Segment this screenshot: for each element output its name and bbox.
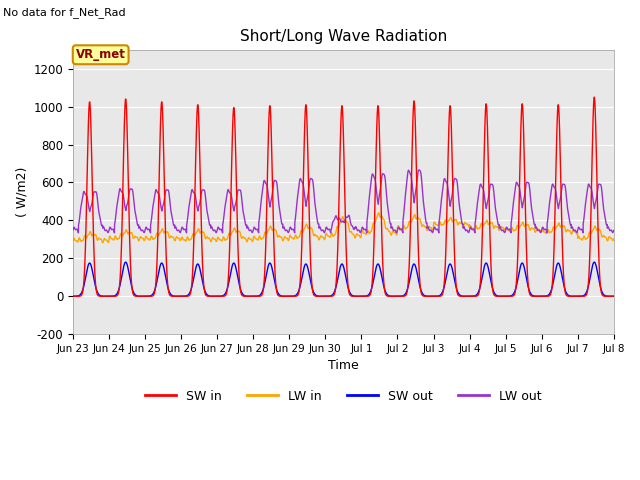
X-axis label: Time: Time [328, 360, 359, 372]
Text: VR_met: VR_met [76, 48, 125, 61]
Title: Short/Long Wave Radiation: Short/Long Wave Radiation [240, 29, 447, 44]
Legend: SW in, LW in, SW out, LW out: SW in, LW in, SW out, LW out [140, 384, 547, 408]
Text: No data for f_Net_Rad: No data for f_Net_Rad [3, 7, 126, 18]
Y-axis label: ( W/m2): ( W/m2) [15, 167, 28, 217]
